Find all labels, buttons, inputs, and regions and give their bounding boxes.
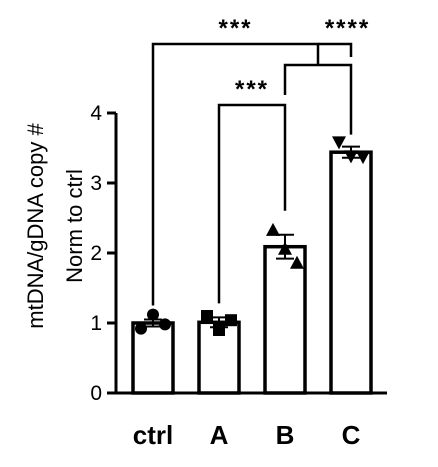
y-tick-label: 1 xyxy=(90,312,102,335)
significance-bracket-ctrl-BC xyxy=(151,42,320,306)
significance-bracket-B-C xyxy=(283,63,353,135)
significance-bracket-A-B xyxy=(217,103,287,304)
y-tick-label: 2 xyxy=(90,242,102,265)
data-point-B-2 xyxy=(278,241,292,255)
data-point-B-1 xyxy=(266,222,280,236)
significance-bracket-BC-C xyxy=(318,42,353,57)
significance-label-BC-C: **** xyxy=(325,15,370,42)
y-axis-title-line2: Norm to ctrl xyxy=(62,169,87,283)
data-point-A-1 xyxy=(201,310,213,322)
data-point-ctrl-2 xyxy=(147,308,159,321)
x-category-label-ctrl: ctrl xyxy=(133,420,173,450)
x-category-label-C: C xyxy=(342,420,361,450)
y-tick-label: 3 xyxy=(90,172,102,195)
bar-C xyxy=(329,150,373,395)
data-point-A-3 xyxy=(225,314,237,327)
data-point-B-3 xyxy=(290,255,304,269)
y-tick-label: 4 xyxy=(90,102,102,125)
data-point-C-1 xyxy=(332,136,346,150)
y-axis-title-line1: mtDNA/gDNA copy # xyxy=(23,123,48,329)
y-tick-label: 0 xyxy=(90,382,102,405)
data-point-ctrl-3 xyxy=(159,318,171,331)
x-category-label-B: B xyxy=(276,420,295,450)
data-point-C-3 xyxy=(356,151,370,165)
data-point-A-2 xyxy=(213,324,225,336)
significance-label-ctrl-BC: *** xyxy=(218,15,252,42)
bar-ctrl xyxy=(131,321,175,395)
bar-B xyxy=(263,244,307,395)
x-category-label-A: A xyxy=(210,420,229,450)
data-point-ctrl-1 xyxy=(135,322,147,335)
significance-label-A-B: *** xyxy=(235,76,269,103)
data-point-C-2 xyxy=(344,150,358,164)
